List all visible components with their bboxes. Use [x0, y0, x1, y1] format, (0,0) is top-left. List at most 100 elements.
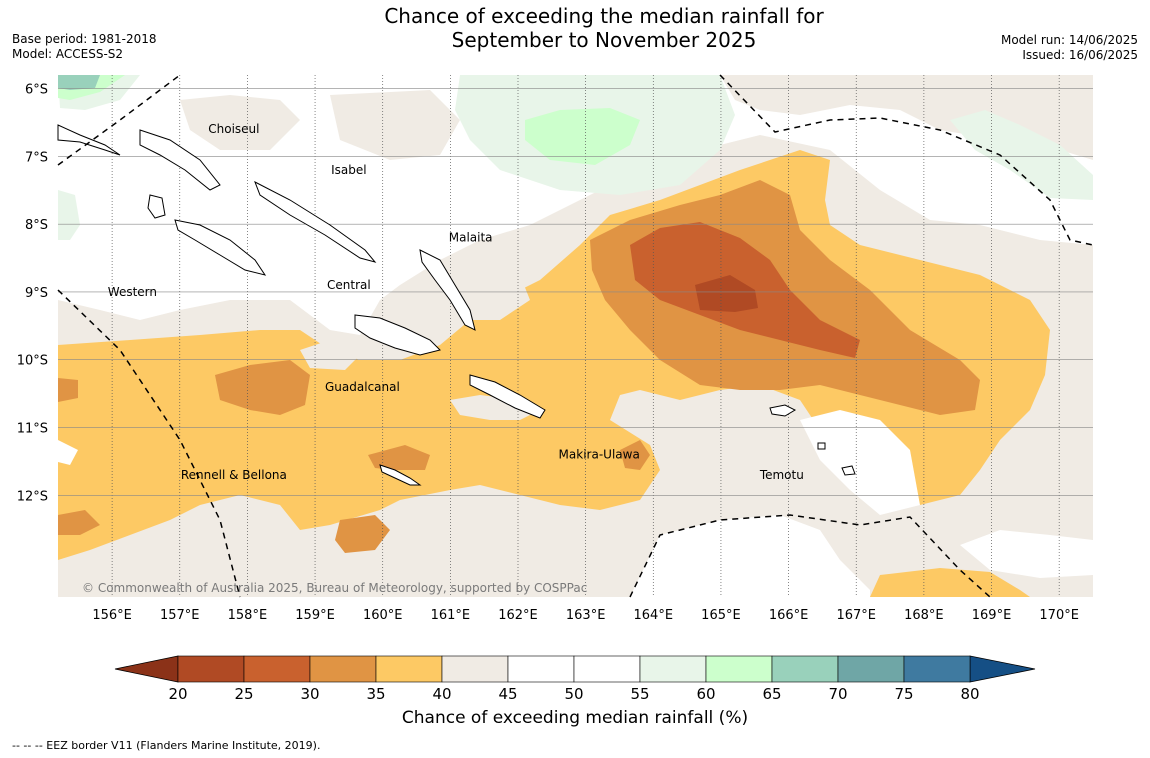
meta-right: Model run: 14/06/2025 Issued: 16/06/2025 — [1001, 33, 1138, 63]
field-45-guadalcanal — [300, 340, 360, 370]
eez-borders — [57, 74, 1094, 598]
island-makira — [469, 374, 546, 419]
colorbar-tick-label: 65 — [762, 685, 781, 703]
colorbar-tick-label: 25 — [234, 685, 253, 703]
model-run: Model run: 14/06/2025 — [1000, 33, 1138, 47]
lat-tick-label: 11°S — [17, 422, 48, 437]
lat-tick-label: 12°S — [17, 489, 48, 504]
colorbar-tick-label: 40 — [432, 685, 451, 703]
island-utupua — [817, 442, 826, 450]
issued-date: Issued: 16/06/2025 — [1022, 48, 1138, 62]
colorbar-segment — [507, 655, 575, 683]
region-label: Temotu — [759, 468, 804, 482]
region-label: Rennell & Bellona — [181, 468, 287, 482]
region-label: Western — [108, 285, 157, 299]
field-45-malaita — [455, 260, 530, 320]
colorbar-segment — [705, 655, 773, 683]
coastlines — [57, 124, 856, 486]
colorbar-segment — [771, 655, 839, 683]
colorbar-tick-label: 75 — [894, 685, 913, 703]
colorbar-title: Chance of exceeding median rainfall (%) — [401, 708, 749, 728]
colorbar-segment — [441, 655, 509, 683]
colorbar-tick-label: 30 — [300, 685, 319, 703]
lon-tick-label: 156°E — [92, 608, 132, 623]
lat-tick-label: 7°S — [25, 150, 48, 165]
island-rennell — [379, 464, 422, 486]
title-line-1: Chance of exceeding the median rainfall … — [384, 4, 824, 28]
island-guadalcanal — [354, 314, 441, 356]
lon-tick-label: 157°E — [160, 608, 200, 623]
colorbar-segment — [177, 655, 245, 683]
colorbar-tick-label: 45 — [498, 685, 517, 703]
field-45-isabel — [330, 90, 460, 160]
field-55-west — [58, 190, 80, 240]
island-isabel — [254, 180, 377, 263]
lat-tick-label: 9°S — [25, 286, 48, 301]
colorbar-tick-label: 60 — [696, 685, 715, 703]
lat-tick-label: 6°S — [25, 83, 48, 98]
eez-border-northwest — [57, 74, 181, 166]
lon-tick-label: 170°E — [1039, 608, 1079, 623]
colorbar-tick-label: 80 — [960, 685, 979, 703]
colorbar: 20 25 30 35 40 45 50 55 60 65 70 75 80 — [114, 655, 1036, 703]
island-vella-lavella — [147, 194, 166, 219]
colorbar-segment — [573, 655, 641, 683]
region-labels: Choiseul Isabel Malaita Western Central Guada… — [108, 122, 804, 482]
field-50-southeast — [960, 530, 1093, 578]
model-name: Model: ACCESS-S2 — [12, 47, 124, 61]
graticule — [58, 75, 1093, 597]
colorbar-high-extend — [969, 655, 1036, 683]
colorbar-segment — [375, 655, 443, 683]
eez-border-northeast — [719, 74, 1094, 246]
eez-border-west — [57, 289, 241, 598]
colorbar-tick-label: 20 — [168, 685, 187, 703]
field-30-southwest — [58, 510, 100, 535]
region-label: Malaita — [449, 231, 493, 245]
field-30-south — [335, 515, 390, 553]
lon-tick-label: 160°E — [363, 608, 403, 623]
field-20-core — [695, 275, 758, 312]
region-label: Central — [327, 278, 371, 292]
base-period: Base period: 1981-2018 — [12, 32, 157, 46]
colorbar-segment — [243, 655, 311, 683]
field-30-guadalcanal — [215, 360, 310, 415]
field-30-west — [58, 378, 78, 402]
island-bougainville — [57, 124, 121, 156]
field-50-west — [58, 440, 78, 465]
island-santa-cruz — [769, 404, 797, 417]
lat-tick-label: 8°S — [25, 218, 48, 233]
field-60-north — [525, 108, 640, 165]
island-malaita — [419, 249, 476, 331]
region-label: Choiseul — [208, 122, 259, 136]
region-label: Guadalcanal — [325, 380, 400, 394]
colorbar-segment — [639, 655, 707, 683]
lon-tick-label: 167°E — [836, 608, 876, 623]
lon-tick-label: 162°E — [498, 608, 538, 623]
map-title: Chance of exceeding the median rainfall … — [300, 4, 908, 52]
title-line-2: September to November 2025 — [451, 28, 757, 52]
colorbar-tick-label: 55 — [630, 685, 649, 703]
island-choiseul — [139, 129, 221, 191]
lon-tick-label: 165°E — [701, 608, 741, 623]
island-vanikoro — [841, 465, 856, 476]
lon-tick-label: 168°E — [904, 608, 944, 623]
field-35-southeast — [870, 568, 1030, 597]
lon-tick-label: 164°E — [634, 608, 674, 623]
copyright-text: © Commonwealth of Australia 2025, Bureau… — [82, 581, 587, 595]
region-label: Makira-Ulawa — [559, 448, 640, 462]
colorbar-segment — [309, 655, 377, 683]
map-field — [58, 75, 1093, 597]
colorbar-low-extend — [114, 655, 179, 683]
field-55-east — [950, 110, 1093, 200]
lon-tick-label: 169°E — [972, 608, 1012, 623]
eez-legend-note: -- -- -- EEZ border V11 (Flanders Marine… — [12, 739, 321, 752]
axis-ticks: 156°E 157°E 158°E 159°E 160°E 161°E 162°E 163°E… — [17, 83, 1079, 623]
lon-tick-label: 161°E — [431, 608, 471, 623]
lon-tick-label: 159°E — [295, 608, 335, 623]
field-50-north — [58, 75, 1093, 335]
colorbar-tick-label: 35 — [366, 685, 385, 703]
meta-left: Base period: 1981-2018 Model: ACCESS-S2 — [12, 32, 157, 62]
field-30-rennell — [368, 445, 430, 470]
field-50-temotu — [800, 410, 920, 515]
field-65-northwest — [58, 75, 100, 90]
